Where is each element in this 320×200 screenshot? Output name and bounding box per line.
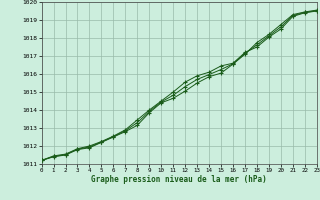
X-axis label: Graphe pression niveau de la mer (hPa): Graphe pression niveau de la mer (hPa) <box>91 175 267 184</box>
